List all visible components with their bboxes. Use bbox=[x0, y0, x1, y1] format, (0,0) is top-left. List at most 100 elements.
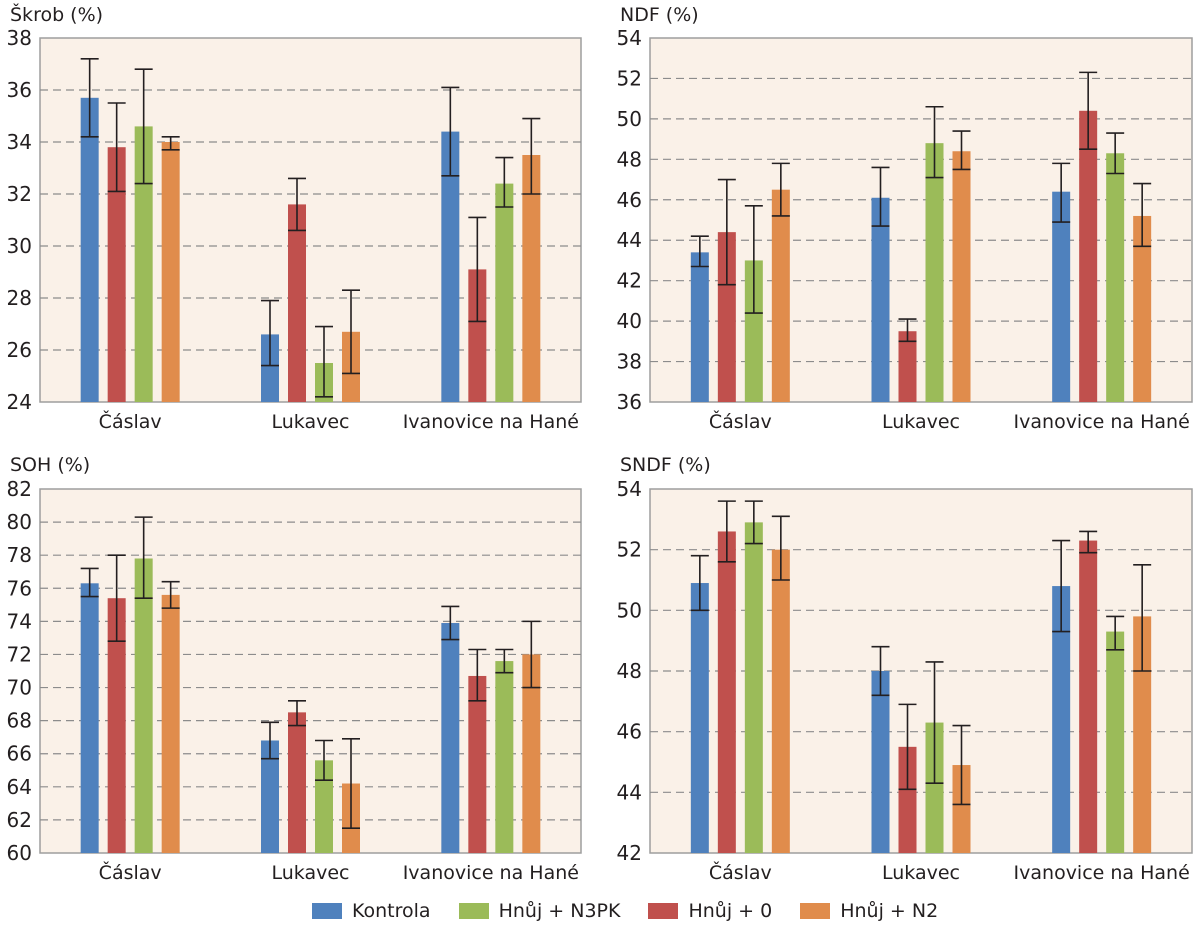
legend-item-kontrola: Kontrola bbox=[312, 900, 431, 922]
bar-hnuj-n3pk bbox=[1106, 153, 1125, 402]
y-tick-label: 64 bbox=[7, 775, 32, 799]
bar-hnuj-n3pk bbox=[495, 183, 514, 402]
chart-title: Škrob (%) bbox=[10, 4, 104, 26]
y-tick-label: 76 bbox=[7, 576, 32, 600]
bar-kontrola bbox=[441, 131, 460, 402]
bar-kontrola bbox=[871, 671, 890, 853]
y-tick-label: 34 bbox=[7, 130, 32, 154]
chart-plot: 60 62 64 66 68 70 72 74 76 78 80 82 Čáslav Lukavec Iva… bbox=[7, 477, 582, 884]
x-tick-label: Čáslav bbox=[709, 860, 772, 884]
y-tick-label: 52 bbox=[617, 538, 642, 562]
legend-label: Hnůj + N2 bbox=[840, 900, 939, 922]
y-tick-label: 54 bbox=[617, 26, 642, 50]
x-tick-label: Lukavec bbox=[882, 862, 960, 884]
y-tick-label: 44 bbox=[617, 228, 642, 252]
y-tick-label: 82 bbox=[7, 477, 32, 501]
bar-hnuj-n3pk bbox=[315, 760, 333, 853]
bar-kontrola bbox=[261, 740, 279, 853]
x-tick-label: Ivanovice na Hané bbox=[403, 411, 579, 433]
legend-label: Hnůj + N3PK bbox=[498, 900, 621, 922]
bar-hnuj-0 bbox=[717, 232, 736, 402]
bar-hnuj-0 bbox=[107, 598, 126, 853]
y-tick-label: 60 bbox=[7, 841, 32, 865]
y-tick-label: 42 bbox=[617, 841, 642, 865]
y-tick-label: 72 bbox=[7, 642, 32, 666]
bar-hnuj-n2 bbox=[522, 654, 541, 853]
chart-title: SOH (%) bbox=[10, 454, 91, 476]
bar-hnuj-n3pk bbox=[744, 522, 763, 853]
plot-area bbox=[39, 488, 582, 854]
legend-label: Hnůj + 0 bbox=[688, 900, 773, 922]
bar-hnuj-n2 bbox=[161, 594, 180, 853]
bar-hnuj-n2 bbox=[952, 765, 971, 853]
y-tick-label: 44 bbox=[617, 780, 642, 804]
plot-area bbox=[39, 37, 582, 403]
x-tick-label: Ivanovice na Hané bbox=[403, 862, 579, 884]
y-tick-label: 32 bbox=[7, 182, 32, 206]
y-tick-label: 66 bbox=[7, 742, 32, 766]
bar-kontrola bbox=[871, 197, 890, 402]
legend-swatch bbox=[458, 903, 489, 919]
y-tick-label: 46 bbox=[617, 188, 642, 212]
y-tick-label: 50 bbox=[617, 107, 642, 131]
legend-label: Kontrola bbox=[352, 900, 431, 922]
chart-skrob: Škrob (%) 24 26 28 30 32 34 36 38 Čáslav Lukavec I… bbox=[0, 0, 600, 445]
x-tick-label: Lukavec bbox=[272, 862, 350, 884]
y-tick-label: 36 bbox=[7, 78, 32, 102]
y-tick-label: 74 bbox=[7, 609, 32, 633]
legend-swatch bbox=[800, 903, 831, 919]
y-tick-label: 28 bbox=[7, 286, 32, 310]
bar-hnuj-0 bbox=[717, 531, 736, 853]
y-tick-label: 80 bbox=[7, 510, 32, 534]
bar-kontrola bbox=[441, 623, 460, 853]
chart-ndf: NDF (%) 36 38 40 42 44 46 48 50 52 54 Čáslav Lukave… bbox=[600, 0, 1200, 445]
bar-hnuj-0 bbox=[898, 331, 917, 402]
y-tick-label: 38 bbox=[7, 26, 32, 50]
bar-kontrola bbox=[690, 583, 709, 853]
y-tick-label: 46 bbox=[617, 720, 642, 744]
bar-hnuj-n3pk bbox=[1106, 631, 1125, 853]
y-tick-label: 70 bbox=[7, 676, 32, 700]
y-tick-label: 54 bbox=[617, 477, 642, 501]
legend-item-hnuj-n3pk: Hnůj + N3PK bbox=[458, 900, 621, 922]
x-tick-label: Čáslav bbox=[99, 860, 162, 884]
bar-hnuj-n2 bbox=[161, 142, 180, 402]
bar-kontrola bbox=[261, 334, 279, 402]
x-tick-label: Ivanovice na Hané bbox=[1014, 411, 1190, 433]
y-tick-label: 36 bbox=[617, 390, 642, 414]
bar-hnuj-n3pk bbox=[744, 260, 763, 402]
legend: Kontrola Hnůj + N3PK Hnůj + 0 Hnůj + N2 bbox=[312, 900, 966, 922]
bar-hnuj-n2 bbox=[1133, 215, 1152, 402]
y-tick-label: 30 bbox=[7, 234, 32, 258]
bar-hnuj-n2 bbox=[522, 155, 541, 402]
bar-hnuj-n2 bbox=[1133, 616, 1152, 853]
bar-hnuj-0 bbox=[288, 712, 306, 853]
bar-kontrola bbox=[690, 252, 709, 402]
bar-hnuj-0 bbox=[288, 204, 306, 402]
chart-title: NDF (%) bbox=[620, 4, 699, 26]
y-tick-label: 38 bbox=[617, 350, 642, 374]
y-tick-label: 26 bbox=[7, 338, 32, 362]
bar-hnuj-n2 bbox=[771, 189, 790, 402]
y-tick-label: 40 bbox=[617, 309, 642, 333]
plot-area bbox=[649, 488, 1193, 854]
bar-hnuj-0 bbox=[1079, 540, 1098, 853]
chart-plot: 24 26 28 30 32 34 36 38 Čáslav Lukavec Ivanovice n… bbox=[7, 26, 582, 433]
bar-hnuj-0 bbox=[107, 147, 126, 402]
y-tick-label: 62 bbox=[7, 808, 32, 832]
y-tick-label: 48 bbox=[617, 659, 642, 683]
chart-soh: SOH (%) 60 62 64 66 68 70 72 74 76 78 80 82 Čáslav Lu… bbox=[0, 451, 600, 896]
bar-hnuj-n3pk bbox=[925, 722, 944, 853]
y-tick-label: 24 bbox=[7, 390, 32, 414]
bar-hnuj-0 bbox=[468, 269, 487, 402]
bar-hnuj-n2 bbox=[771, 549, 790, 853]
bar-hnuj-n3pk bbox=[134, 126, 153, 403]
legend-swatch bbox=[648, 903, 679, 919]
bar-hnuj-n2 bbox=[952, 151, 971, 402]
chart-plot: 36 38 40 42 44 46 48 50 52 54 Čáslav Lukavec Ivanovi… bbox=[617, 26, 1193, 433]
bar-kontrola bbox=[80, 97, 99, 403]
x-tick-label: Ivanovice na Hané bbox=[1014, 862, 1190, 884]
x-tick-label: Čáslav bbox=[709, 409, 772, 433]
y-tick-label: 78 bbox=[7, 543, 32, 567]
y-tick-label: 48 bbox=[617, 147, 642, 171]
